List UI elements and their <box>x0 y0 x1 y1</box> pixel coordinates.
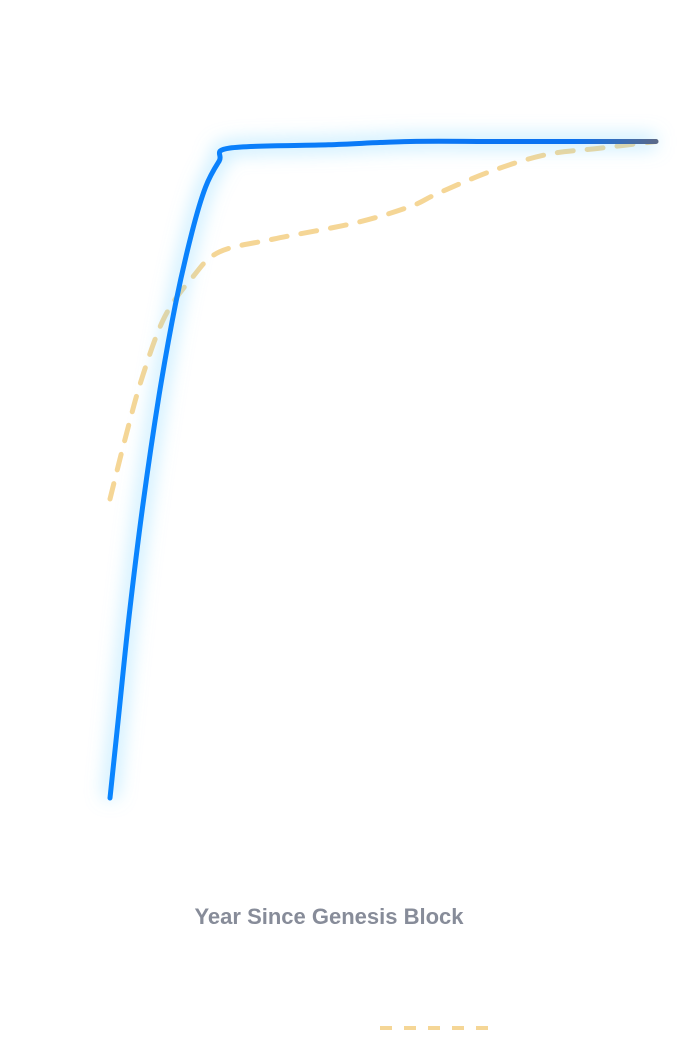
series-layer <box>103 134 659 801</box>
series-2-line <box>107 139 659 502</box>
x-axis-label: Year Since Genesis Block <box>194 904 464 929</box>
series-1-line <box>107 138 659 801</box>
